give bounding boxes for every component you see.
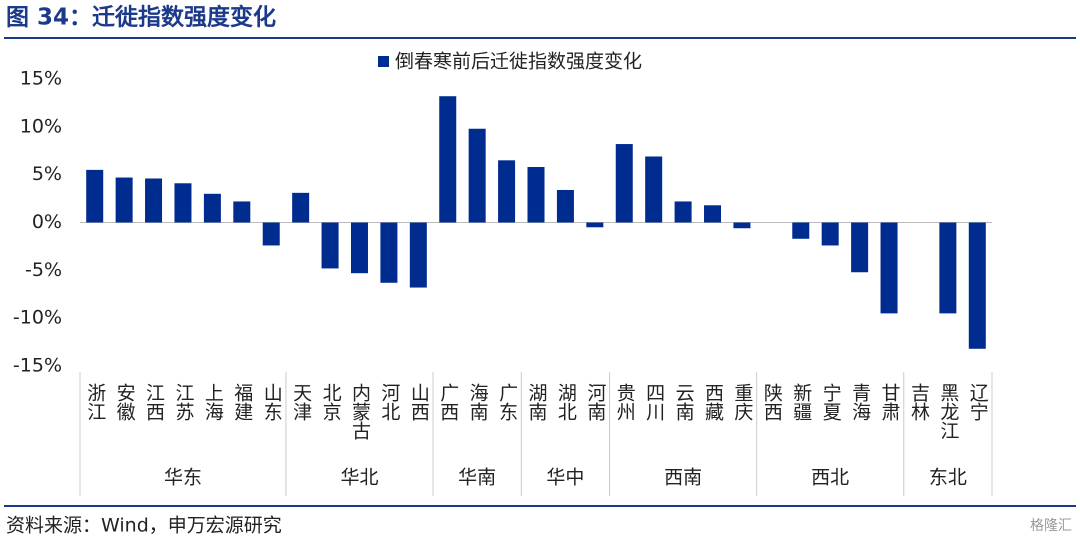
x-tick-label: 北京	[320, 383, 342, 422]
y-tick-label: -5%	[25, 259, 62, 281]
x-tick-label: 河南	[584, 383, 606, 421]
y-tick-label: -15%	[13, 355, 62, 377]
bar	[468, 128, 486, 223]
x-tick-label: 海南	[467, 383, 489, 421]
x-tick-label: 浙江	[84, 383, 106, 421]
bar	[115, 177, 133, 223]
x-tick-label: 重庆	[731, 383, 753, 421]
group-label: 华北	[340, 467, 378, 489]
y-tick-label: 10%	[20, 115, 62, 137]
x-tick-label: 福建	[231, 383, 253, 421]
bar	[645, 156, 663, 223]
bar	[145, 178, 163, 223]
bar	[586, 222, 604, 228]
watermark: 格隆汇	[1030, 518, 1072, 534]
bar	[880, 222, 898, 314]
bar	[380, 222, 398, 283]
y-tick-label: 5%	[32, 163, 62, 185]
x-tick-label: 山西	[408, 383, 430, 421]
bar	[821, 222, 839, 246]
x-tick-label: 青海	[849, 383, 871, 421]
x-tick-label: 河北	[378, 383, 400, 421]
x-tick-label: 新疆	[790, 383, 812, 421]
x-tick-label: 江西	[143, 383, 165, 421]
x-tick-label: 西藏	[702, 383, 724, 422]
x-tick-label: 江苏	[172, 383, 194, 421]
chart-title: 图 34：迁徙指数强度变化	[6, 4, 276, 31]
bar	[851, 222, 869, 273]
bar	[321, 222, 339, 269]
x-tick-label: 甘肃	[879, 383, 901, 421]
x-tick-label: 贵州	[614, 383, 636, 421]
legend-label: 倒春寒前后迁徙指数强度变化	[395, 51, 642, 73]
bar	[939, 222, 957, 314]
bar	[968, 222, 986, 349]
y-tick-label: 0%	[32, 211, 62, 233]
bar	[527, 167, 545, 223]
bar	[233, 201, 251, 223]
source: 资料来源：Wind，申万宏源研究	[6, 515, 282, 537]
bar	[174, 183, 192, 223]
x-tick-label: 湖北	[555, 383, 577, 421]
bar	[674, 201, 692, 223]
x-tick-label: 广西	[437, 383, 459, 421]
bar	[615, 144, 633, 223]
x-tick-label: 辽宁	[967, 383, 989, 421]
x-tick-label: 天津	[290, 383, 312, 421]
bar	[86, 169, 104, 223]
y-tick-label: -10%	[13, 307, 62, 329]
bar	[409, 222, 427, 288]
bar	[733, 222, 751, 229]
x-tick-label: 云南	[673, 383, 695, 421]
legend-swatch	[378, 56, 389, 67]
bar	[203, 193, 221, 223]
y-tick-label: 15%	[20, 68, 62, 90]
x-tick-label: 四川	[643, 383, 665, 421]
x-tick-label: 宁夏	[820, 383, 842, 421]
group-label: 华南	[458, 467, 496, 489]
x-tick-label: 上海	[202, 383, 224, 421]
group-label: 西南	[664, 467, 702, 489]
bar	[262, 222, 280, 246]
group-label: 华中	[546, 467, 584, 489]
bar	[498, 160, 516, 223]
x-tick-label: 广东	[496, 383, 518, 421]
bar	[292, 192, 310, 223]
group-label: 西北	[811, 467, 849, 489]
bar	[792, 222, 810, 239]
x-tick-label: 山东	[261, 383, 283, 421]
x-tick-label: 内蒙古	[349, 383, 371, 440]
x-tick-label: 湖南	[526, 383, 548, 421]
bar	[556, 189, 574, 223]
x-tick-label: 黑龙江	[937, 383, 959, 440]
group-label: 华东	[164, 467, 202, 489]
x-tick-label: 吉林	[908, 383, 930, 421]
group-label: 东北	[929, 467, 967, 489]
x-tick-label: 陕西	[761, 383, 783, 421]
bar	[439, 96, 457, 223]
bar	[350, 222, 368, 274]
bar	[704, 205, 722, 223]
x-tick-label: 安徽	[114, 383, 136, 421]
